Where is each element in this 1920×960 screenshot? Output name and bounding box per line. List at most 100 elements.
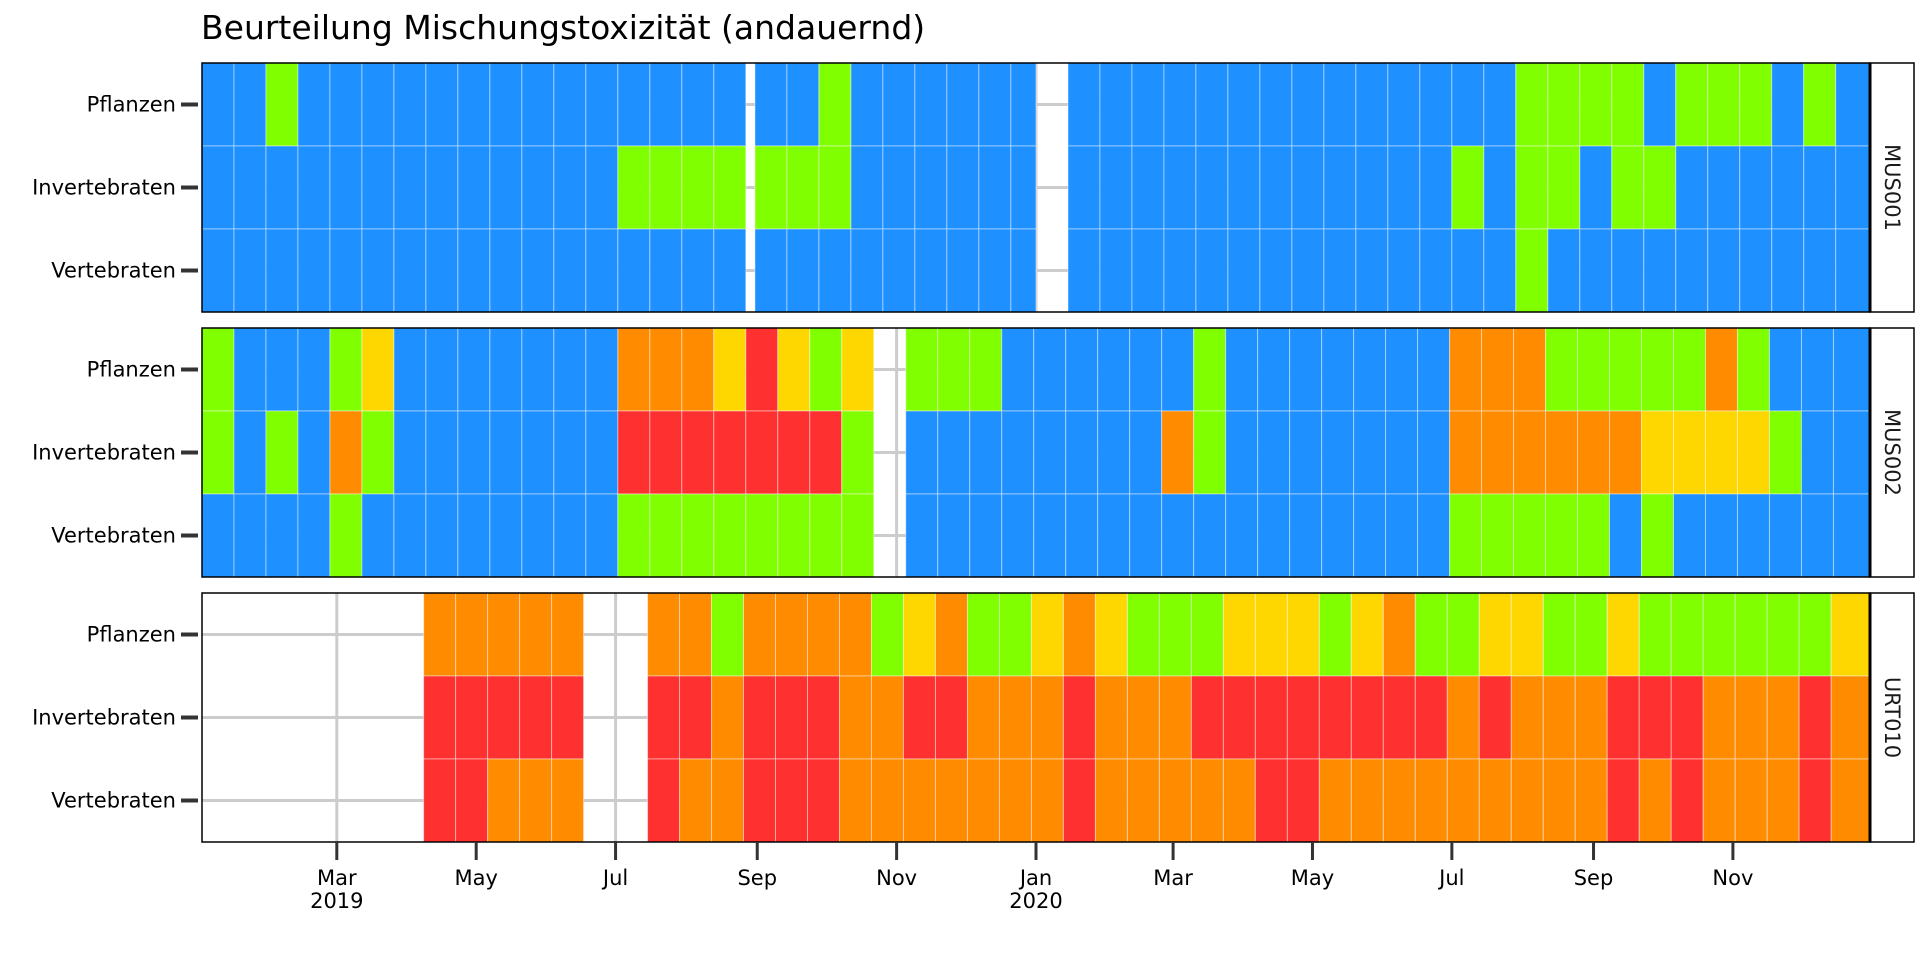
heatmap-cell: [1094, 675, 1128, 760]
heatmap-cell: [361, 327, 395, 412]
heatmap-cell: [361, 493, 395, 578]
heatmap-cell: [201, 62, 235, 147]
heatmap-cell: [1065, 327, 1099, 412]
heatmap-cell: [1835, 145, 1871, 230]
heatmap-cell: [882, 228, 916, 313]
heatmap-cell: [1547, 62, 1581, 147]
heatmap-cell: [1638, 675, 1672, 760]
heatmap-cell: [1446, 592, 1480, 677]
heatmap-cell: [455, 592, 489, 677]
heatmap-cell: [1257, 327, 1291, 412]
heatmap-cell: [1449, 410, 1483, 495]
heatmap-cell: [1830, 592, 1871, 677]
heatmap-cell: [233, 327, 267, 412]
heatmap-cell: [1419, 145, 1453, 230]
heatmap-cell: [1291, 228, 1325, 313]
heatmap-cell: [937, 327, 971, 412]
heatmap-cell: [934, 675, 968, 760]
heatmap-cell: [521, 145, 555, 230]
heatmap-cell: [1195, 228, 1229, 313]
heatmap-cell: [754, 62, 788, 147]
heatmap-cell: [1771, 62, 1805, 147]
heatmap-cell: [1099, 145, 1133, 230]
heatmap-cell: [423, 675, 457, 760]
heatmap-cell: [777, 327, 811, 412]
heatmap-cell: [425, 228, 459, 313]
heatmap-cell: [1350, 758, 1384, 843]
heatmap-cell: [1641, 327, 1674, 412]
heatmap-cell: [1158, 592, 1192, 677]
heatmap-cell: [423, 758, 457, 843]
heatmap-cell: [1385, 493, 1419, 578]
heatmap-cell: [1129, 493, 1163, 578]
heatmap-cell: [807, 675, 840, 760]
heatmap-cell: [265, 410, 299, 495]
heatmap-cell: [1222, 675, 1256, 760]
heatmap-cell: [1800, 493, 1834, 578]
heatmap-cell: [649, 145, 683, 230]
heatmap-cell: [966, 592, 1000, 677]
heatmap-cell: [914, 62, 948, 147]
heatmap-cell: [1190, 675, 1224, 760]
heatmap-cell: [297, 62, 331, 147]
heatmap-cell: [265, 62, 299, 147]
heatmap-cell: [902, 675, 936, 760]
heatmap-cell: [870, 675, 904, 760]
heatmap-cell: [487, 592, 521, 677]
heatmap-cell: [937, 410, 971, 495]
heatmap-cell: [647, 758, 681, 843]
heatmap-cell: [1643, 62, 1677, 147]
heatmap-cell: [1158, 675, 1192, 760]
heatmap-cell: [1065, 410, 1099, 495]
heatmap-cell: [1417, 493, 1451, 578]
heatmap-cell: [1483, 228, 1517, 313]
heatmap-cell: [1387, 145, 1421, 230]
heatmap-cell: [1483, 62, 1517, 147]
heatmap-cell: [1387, 62, 1421, 147]
heatmap-cell: [1419, 228, 1453, 313]
heatmap-cell: [329, 410, 363, 495]
heatmap-cell: [297, 410, 331, 495]
heatmap-cell: [297, 493, 331, 578]
heatmap-cell: [1030, 675, 1064, 760]
heatmap-cell: [681, 145, 715, 230]
heatmap-cell: [1800, 410, 1834, 495]
heatmap-cell: [946, 228, 980, 313]
heatmap-cell: [1097, 327, 1131, 412]
heatmap-cell: [1611, 62, 1645, 147]
heatmap-cell: [1094, 758, 1128, 843]
heatmap-cell: [265, 228, 299, 313]
heatmap-cell: [1065, 493, 1099, 578]
heatmap-cell: [617, 228, 651, 313]
heatmap-cell: [905, 493, 939, 578]
heatmap-cell: [1736, 493, 1770, 578]
heatmap-cell: [521, 410, 555, 495]
heatmap-cell: [329, 327, 363, 412]
heatmap-cell: [1033, 493, 1067, 578]
heatmap-cell: [946, 145, 980, 230]
heatmap-cell: [1158, 758, 1192, 843]
heatmap-cell: [1609, 410, 1643, 495]
y-tick-label: Vertebraten: [51, 789, 176, 813]
heatmap-cell: [711, 758, 745, 843]
y-tick-label: Vertebraten: [51, 524, 176, 548]
heatmap-cell: [1318, 592, 1352, 677]
heatmap-cell: [1417, 410, 1451, 495]
heatmap-cell: [1289, 327, 1323, 412]
heatmap-cell: [1353, 493, 1387, 578]
heatmap-cell: [551, 758, 585, 843]
heatmap-cell: [1771, 228, 1805, 313]
heatmap-cell: [1702, 592, 1736, 677]
x-tick-label: Mar: [1153, 866, 1193, 890]
heatmap-cell: [681, 493, 715, 578]
heatmap-cell: [1670, 592, 1704, 677]
heatmap-cell: [233, 145, 267, 230]
facet-label: MUS002: [1880, 409, 1904, 496]
heatmap-cell: [329, 145, 363, 230]
heatmap-cell: [914, 145, 948, 230]
heatmap-cell: [1323, 145, 1357, 230]
heatmap-cell: [1321, 327, 1355, 412]
heatmap-cell: [713, 410, 747, 495]
heatmap-cell: [681, 228, 715, 313]
heatmap-cell: [1222, 758, 1256, 843]
